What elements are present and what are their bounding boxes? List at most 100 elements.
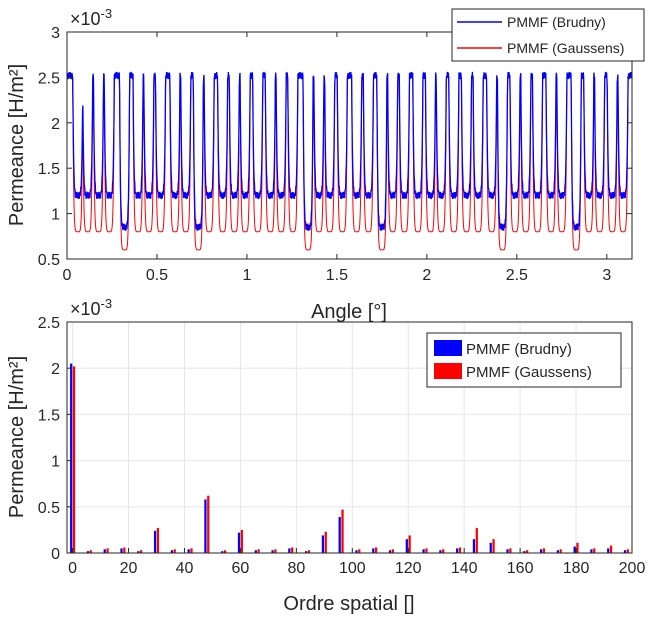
bottom-exponent-label: ×10-3 xyxy=(70,296,112,319)
bar-brudny xyxy=(204,499,207,553)
bar-gaussens xyxy=(106,548,109,553)
top-y-tick-label: 2 xyxy=(51,116,60,133)
bottom-x-tick-label: 60 xyxy=(232,560,250,577)
bar-gaussens xyxy=(526,550,529,553)
bottom-y-tick-label: 2 xyxy=(51,361,60,378)
top-x-tick-label: 1.5 xyxy=(326,267,348,284)
bar-brudny xyxy=(573,546,576,553)
bar-brudny xyxy=(607,548,610,553)
bottom-plot-frame xyxy=(66,321,633,554)
bottom-x-tick-label: 80 xyxy=(287,560,305,577)
bar-gaussens xyxy=(542,548,546,553)
top-x-tick-label: 1 xyxy=(242,267,251,284)
top-x-tick-label: 3 xyxy=(602,267,611,284)
bar-gaussens xyxy=(442,549,445,553)
bar-gaussens xyxy=(173,549,176,553)
top-x-tick-label: 2.5 xyxy=(506,267,528,284)
bar-gaussens xyxy=(475,528,478,553)
bar-brudny xyxy=(70,363,73,553)
bar-gaussens xyxy=(509,548,512,553)
bar-gaussens xyxy=(559,549,562,553)
top-legend: PMMF (Brudny) PMMF (Gaussens) xyxy=(451,8,645,62)
bottom-x-tick-label: 160 xyxy=(507,560,534,577)
bar-brudny xyxy=(153,530,157,553)
bar-gaussens xyxy=(307,550,311,553)
bar-brudny xyxy=(137,551,140,553)
bar-brudny xyxy=(338,516,341,553)
top-ticks: 0 0.5 1 1.5 2 2.5 30.511.522.53 xyxy=(38,25,632,284)
bar-gaussens xyxy=(257,549,260,553)
top-plot-frame xyxy=(66,31,633,260)
bar-gaussens xyxy=(626,549,629,553)
bar-gaussens xyxy=(425,548,428,553)
top-x-tick-label: 0 xyxy=(63,267,72,284)
bar-brudny xyxy=(422,549,425,553)
bottom-x-tick-label: 20 xyxy=(120,560,138,577)
top-y-tick-label: 0.5 xyxy=(38,252,60,269)
bar-gaussens xyxy=(72,366,76,553)
top-chart: 0 0.5 1 1.5 2 2.5 30.511.522.53 ×10-3 Angle [°… xyxy=(6,6,645,323)
bar-gaussens xyxy=(89,550,92,553)
bar-brudny xyxy=(355,550,358,553)
top-x-tick-label: 0.5 xyxy=(146,267,168,284)
bar-brudny xyxy=(405,539,408,553)
top-legend-label-brudny: PMMF (Brudny) xyxy=(507,14,606,30)
bar-gaussens xyxy=(291,547,294,553)
bar-brudny xyxy=(271,550,274,553)
bottom-legend-swatch-brudny xyxy=(434,340,462,356)
bottom-x-tick-label: 200 xyxy=(619,560,646,577)
bottom-x-tick-label: 40 xyxy=(176,560,194,577)
top-series-line xyxy=(66,71,633,232)
bar-brudny xyxy=(305,551,308,553)
bar-gaussens xyxy=(358,549,361,553)
top-exponent-label: ×10-3 xyxy=(70,6,112,29)
top-series-lines xyxy=(66,71,633,251)
bar-brudny xyxy=(237,532,241,553)
bar-brudny xyxy=(439,550,442,553)
top-legend-label-gaussens: PMMF (Gaussens) xyxy=(507,40,624,56)
bar-brudny xyxy=(254,550,257,553)
bottom-legend: PMMF (Brudny) PMMF (Gaussens) xyxy=(426,332,622,388)
bar-brudny xyxy=(472,539,476,553)
top-plot-area xyxy=(67,32,632,259)
bar-gaussens xyxy=(274,549,277,553)
top-y-tick-label: 1 xyxy=(51,207,60,224)
bar-gaussens xyxy=(140,550,143,553)
bar-gaussens xyxy=(156,528,160,553)
top-y-tick-label: 1.5 xyxy=(38,161,60,178)
bar-brudny xyxy=(321,535,325,553)
bar-gaussens xyxy=(458,547,462,553)
bottom-y-tick-label: 0 xyxy=(51,546,60,563)
bottom-legend-label-brudny: PMMF (Brudny) xyxy=(466,341,572,358)
bar-brudny xyxy=(187,549,190,553)
bar-gaussens xyxy=(609,545,613,553)
bar-gaussens xyxy=(374,547,378,553)
top-y-axis-label: Permeance [H/m²] xyxy=(6,64,28,226)
bar-brudny xyxy=(539,549,543,553)
bottom-x-tick-label: 140 xyxy=(451,560,478,577)
bar-gaussens xyxy=(123,547,126,553)
bar-gaussens xyxy=(324,531,327,553)
bar-brudny xyxy=(506,549,509,553)
bar-gaussens xyxy=(391,549,394,553)
bar-brudny xyxy=(288,548,291,553)
bottom-chart: 0 20 40 60 80 100 120 140 160 180 20000.511.522.5 … xyxy=(6,296,645,615)
bar-brudny xyxy=(590,549,593,553)
top-legend-box xyxy=(451,8,645,62)
bar-gaussens xyxy=(408,535,411,553)
bar-brudny xyxy=(103,549,106,553)
bottom-y-tick-label: 2.5 xyxy=(38,315,60,332)
top-x-tick-label: 2 xyxy=(422,267,431,284)
bottom-x-tick-label: 120 xyxy=(395,560,422,577)
bar-gaussens xyxy=(576,542,579,553)
bar-brudny xyxy=(456,548,459,553)
bar-brudny xyxy=(170,550,173,553)
bar-brudny xyxy=(623,550,627,553)
bottom-bars xyxy=(70,363,629,553)
bottom-legend-swatch-gaussens xyxy=(434,363,462,379)
bottom-x-tick-label: 100 xyxy=(339,560,366,577)
bar-gaussens xyxy=(593,548,596,553)
bottom-x-tick-label: 0 xyxy=(68,560,77,577)
bar-brudny xyxy=(221,551,224,553)
